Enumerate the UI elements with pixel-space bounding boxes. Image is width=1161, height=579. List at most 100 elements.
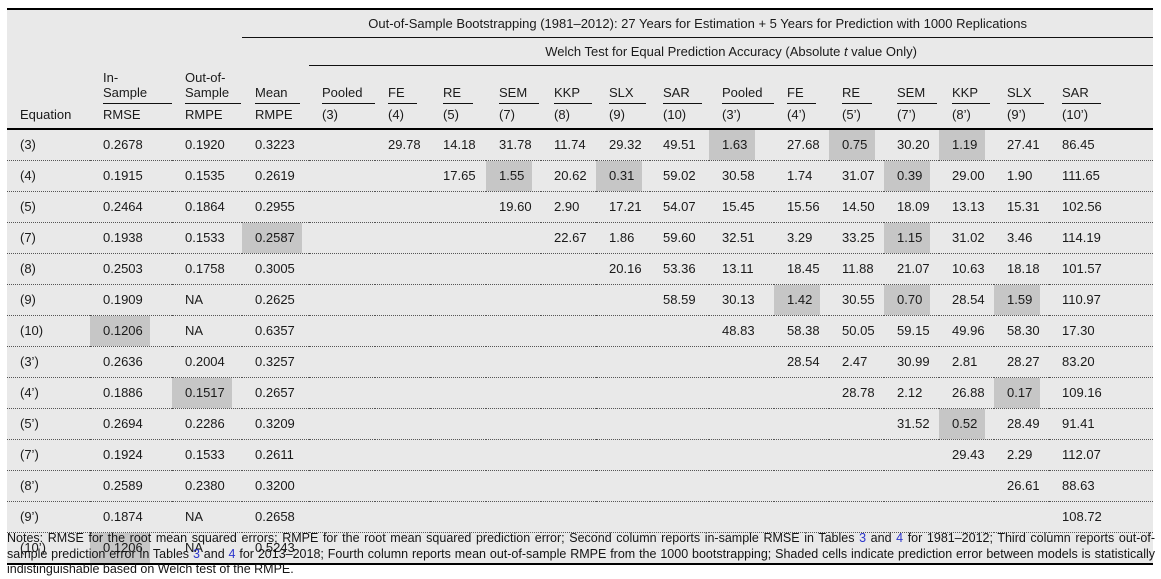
value-cell [309,407,376,439]
value-cell [309,252,376,284]
column-group-label: Mean [255,85,300,104]
value-cell: 28.78 [829,376,885,408]
value-cell: 0.2587 [242,221,310,253]
column-group-label: KKP [554,85,593,104]
value-cell: 1.55 [486,159,542,191]
value-cell: 101.57 [1049,252,1154,284]
value-cell [309,531,376,564]
table-4-link[interactable]: 4 [896,531,904,545]
value-cell: 2.12 [884,376,940,408]
value-cell: 26.61 [994,469,1050,501]
column-group-label: SEM [499,85,540,104]
welch-row: Welch Test for Equal Prediction Accuracy… [7,37,1154,66]
welch-text-prefix: Welch Test for Equal Prediction Accuracy… [545,44,844,59]
table-3-link[interactable]: 3 [859,531,867,545]
value-cell: 1.19 [939,128,995,160]
value-cell: 29.78 [388,136,421,152]
value-cell: 30.20 [897,136,930,152]
value-cell [430,376,487,408]
equation-cell: (10’) [7,531,90,564]
column-header: (9’) [994,103,1050,130]
value-cell: 0.17 [994,376,1050,408]
table-row: (9’) 0.1874 NA 0.2658 108.72 [7,500,1154,532]
value-cell [650,407,710,439]
table-3-link[interactable]: 3 [192,546,200,561]
equation-cell: (8’) [7,469,90,501]
column-header: (4) [375,103,431,130]
value-cell: 0.3200 [242,469,310,501]
value-cell: 0.3005 [242,252,310,284]
value-cell: 0.1938 [90,221,172,253]
value-cell: 29.43 [939,438,995,470]
value-cell: 0.2955 [242,190,310,222]
value-cell [596,314,651,346]
value-cell [774,407,830,439]
title-row: Out-of-Sample Bootstrapping (1981–2012):… [7,9,1154,38]
value-cell: 0.2464 [90,190,172,222]
table-row: (9) 0.1909 NA 0.2625 58.59 30.13 1.42 30.55 0.70… [7,283,1154,315]
value-cell [541,469,597,501]
value-cell: 0.2004 [172,345,243,377]
value-cell: 49.96 [939,314,995,346]
value-cell: 0.1758 [172,252,243,284]
value-cell: 1.86 [596,221,651,253]
value-cell [541,500,597,532]
value-cell: 0.31 [596,159,651,191]
column-group-header [7,66,90,104]
value-cell: 29.32 [609,136,642,152]
column-group-label: FE [388,85,417,104]
value-cell [541,438,597,470]
column-group-header: RE [829,66,884,104]
value-cell [774,500,830,532]
table-4-link[interactable]: 4 [228,546,236,561]
table-row: (4’) 0.1886 0.1517 0.2657 28.78 2.12 26.88 0.17… [7,376,1154,408]
value-cell [774,376,830,408]
value-cell [430,252,487,284]
notes-text: for 2013–2018; Fourth column reports mea… [7,546,1155,577]
value-cell [375,345,431,377]
value-cell: 59.60 [650,221,710,253]
value-cell: 11.88 [829,252,885,284]
value-cell: 20.62 [541,159,597,191]
value-cell: 1.59 [994,283,1050,315]
value-cell [309,438,376,470]
value-cell: 0.75 [829,128,885,160]
value-cell [430,469,487,501]
notes-text: and [199,546,229,561]
value-cell: 0.2286 [172,407,243,439]
value-cell [486,500,542,532]
value-cell [650,345,710,377]
value-cell: 0.2619 [242,159,310,191]
notes-text: for 1981–2012; Third column reports out-… [7,531,1155,561]
value-cell [596,283,651,315]
value-cell [596,469,651,501]
column-group-label: SLX [609,85,646,104]
value-cell: 0.2636 [90,345,172,377]
welch-text-suffix: value Only) [847,44,917,59]
value-cell: NA [172,531,243,564]
value-cell: 2.29 [994,438,1050,470]
value-cell: 30.99 [884,345,940,377]
table-row: (3’) 0.2636 0.2004 0.3257 28.54 2.47 30.99 2.81… [7,345,1154,377]
column-header: RMSE [90,103,172,130]
value-cell: 48.83 [709,314,775,346]
value-cell [596,376,651,408]
value-cell: 0.2678 [103,136,143,152]
value-cell: 28.27 [994,345,1050,377]
value-cell: 53.36 [650,252,710,284]
value-cell [486,407,542,439]
value-cell [375,283,431,315]
value-cell: 0.70 [884,283,940,315]
column-group-header: FE [375,66,430,104]
value-cell [541,283,597,315]
value-cell: 26.88 [939,376,995,408]
value-cell [829,531,885,564]
equation-cell: (7) [7,221,90,253]
table-row: (8’) 0.2589 0.2380 0.3200 26.61 88.63 [7,469,1154,501]
value-cell: NA [172,500,243,532]
value-cell: 0.2694 [90,407,172,439]
column-group-label: KKP [952,85,991,104]
value-cell: 11.74 [554,136,586,152]
value-cell: 0.2611 [242,438,310,470]
